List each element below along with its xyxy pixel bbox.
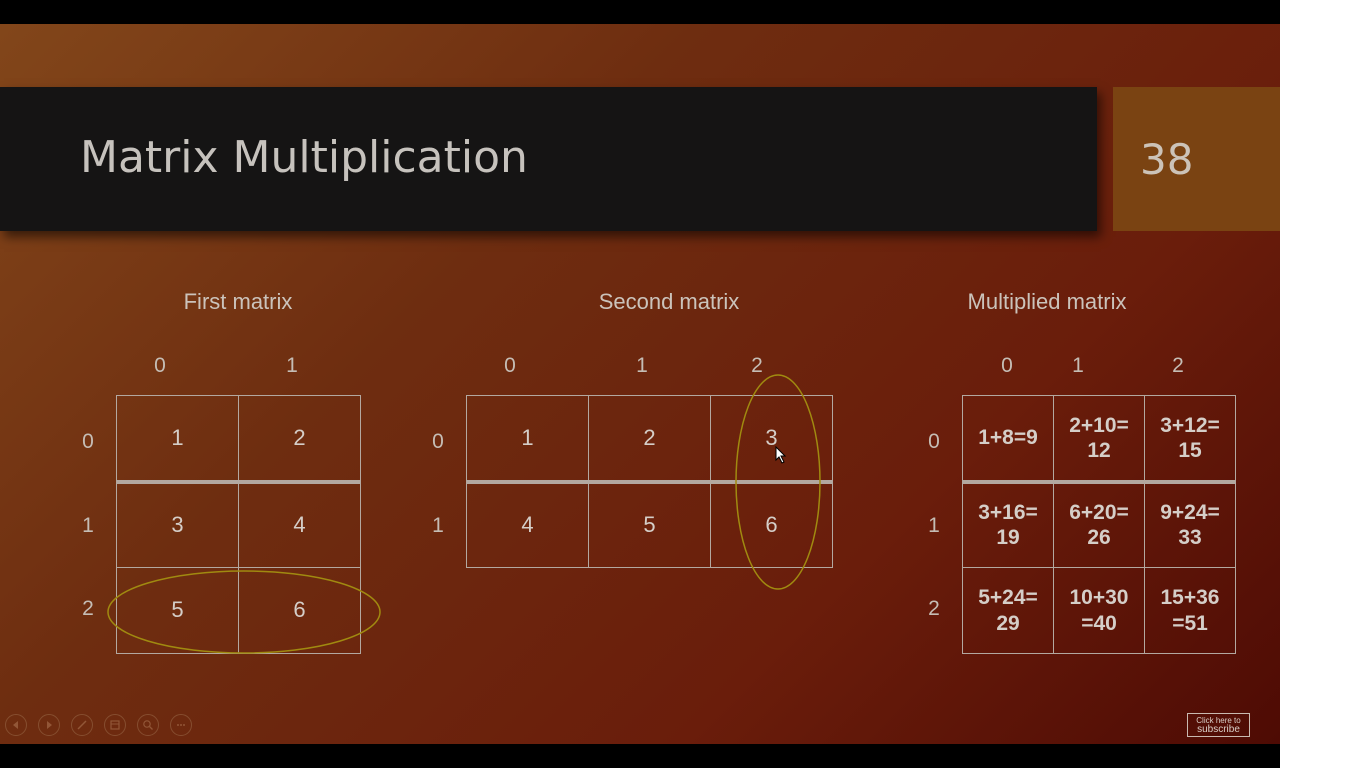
first-matrix-row-label: 2 bbox=[82, 597, 94, 620]
bottom-letterbox-bar bbox=[0, 744, 1280, 768]
matrix-cell: 15+36 =51 bbox=[1144, 567, 1236, 654]
cell-line: 29 bbox=[996, 611, 1020, 635]
subscribe-button[interactable]: Click here to subscribe bbox=[1187, 713, 1250, 737]
cell-line: 3+12= bbox=[1160, 413, 1220, 437]
second-matrix-col-label: 2 bbox=[751, 354, 763, 377]
pen-icon[interactable] bbox=[71, 714, 93, 736]
matrix-cell: 6 bbox=[710, 481, 833, 568]
matrix-cell: 2 bbox=[588, 395, 711, 484]
matrix-cell: 3+16= 19 bbox=[962, 481, 1054, 568]
matrix-cell: 4 bbox=[466, 481, 589, 568]
second-matrix-table: 1 2 3 4 5 6 bbox=[466, 395, 833, 568]
cell-line: 33 bbox=[1178, 526, 1202, 550]
matrix-cell: 9+24= 33 bbox=[1144, 481, 1236, 568]
cell-line: =40 bbox=[1081, 611, 1117, 635]
matrix-cell: 5 bbox=[116, 567, 239, 654]
first-matrix-table: 1 2 3 4 5 6 bbox=[116, 395, 361, 654]
second-matrix-row-label: 0 bbox=[432, 430, 444, 453]
cell-line: 1+8=9 bbox=[978, 426, 1038, 450]
matrix-cell: 2 bbox=[238, 395, 361, 484]
matrix-cell: 6+20= 26 bbox=[1053, 481, 1145, 568]
multiplied-matrix-row-label: 1 bbox=[928, 514, 940, 537]
matrix-cell: 6 bbox=[238, 567, 361, 654]
presentation-slide: Matrix Multiplication 38 First matrix 0 … bbox=[0, 24, 1280, 744]
previous-icon[interactable] bbox=[5, 714, 27, 736]
cell-line: 26 bbox=[1087, 526, 1111, 550]
multiplied-matrix-row-label: 0 bbox=[928, 430, 940, 453]
matrix-cell: 2+10= 12 bbox=[1053, 395, 1145, 484]
slide-number-box: 38 bbox=[1113, 87, 1280, 231]
matrix-cell: 3 bbox=[710, 395, 833, 484]
cell-line: 15+36 bbox=[1160, 586, 1220, 610]
matrix-cell: 5 bbox=[588, 481, 711, 568]
multiplied-matrix-title: Multiplied matrix bbox=[967, 289, 1127, 314]
matrix-cell: 1 bbox=[116, 395, 239, 484]
cell-line: 12 bbox=[1087, 438, 1111, 462]
second-matrix-title: Second matrix bbox=[598, 289, 740, 314]
slides-icon[interactable] bbox=[104, 714, 126, 736]
title-band: Matrix Multiplication bbox=[0, 87, 1097, 231]
first-matrix-row-label: 1 bbox=[82, 514, 94, 537]
more-icon[interactable] bbox=[170, 714, 192, 736]
matrix-cell: 3 bbox=[116, 481, 239, 568]
first-matrix-col-label: 1 bbox=[286, 354, 298, 377]
cell-line: 9+24= bbox=[1160, 501, 1220, 525]
multiplied-matrix-row-label: 2 bbox=[928, 597, 940, 620]
cell-line: 3+16= bbox=[978, 501, 1038, 525]
multiplied-matrix-col-label: 1 bbox=[1072, 354, 1084, 377]
multiplied-matrix-table: 1+8=9 2+10= 12 3+12= 15 3+16= 19 6+20= 26 9+… bbox=[962, 395, 1236, 654]
multiplied-matrix-col-label: 0 bbox=[1001, 354, 1013, 377]
matrix-cell: 10+30 =40 bbox=[1053, 567, 1145, 654]
second-matrix-col-label: 0 bbox=[504, 354, 516, 377]
first-matrix-col-label: 0 bbox=[154, 354, 166, 377]
zoom-icon[interactable] bbox=[137, 714, 159, 736]
cell-line: 10+30 bbox=[1069, 586, 1129, 610]
cell-line: =51 bbox=[1172, 611, 1208, 635]
cell-line: 2+10= bbox=[1069, 413, 1129, 437]
presentation-controls bbox=[5, 714, 192, 736]
matrix-cell: 5+24= 29 bbox=[962, 567, 1054, 654]
cell-line: 5+24= bbox=[978, 586, 1038, 610]
mouse-cursor-icon bbox=[775, 446, 787, 464]
subscribe-line: subscribe bbox=[1197, 724, 1240, 735]
first-matrix-row-label: 0 bbox=[82, 430, 94, 453]
multiplied-matrix-col-label: 2 bbox=[1172, 354, 1184, 377]
top-letterbox-bar bbox=[0, 0, 1280, 24]
subscribe-line: Click here to bbox=[1196, 716, 1241, 725]
matrix-cell: 1 bbox=[466, 395, 589, 484]
cell-line: 6+20= bbox=[1069, 501, 1129, 525]
cell-line: 19 bbox=[996, 526, 1020, 550]
matrix-cell: 3+12= 15 bbox=[1144, 395, 1236, 484]
second-matrix-row-label: 1 bbox=[432, 514, 444, 537]
first-matrix-title: First matrix bbox=[183, 289, 293, 314]
slide-title: Matrix Multiplication bbox=[80, 132, 528, 183]
cell-line: 15 bbox=[1178, 438, 1202, 462]
matrix-cell: 4 bbox=[238, 481, 361, 568]
matrix-cell: 1+8=9 bbox=[962, 395, 1054, 484]
second-matrix-col-label: 1 bbox=[636, 354, 648, 377]
next-icon[interactable] bbox=[38, 714, 60, 736]
slide-number: 38 bbox=[1140, 135, 1194, 184]
